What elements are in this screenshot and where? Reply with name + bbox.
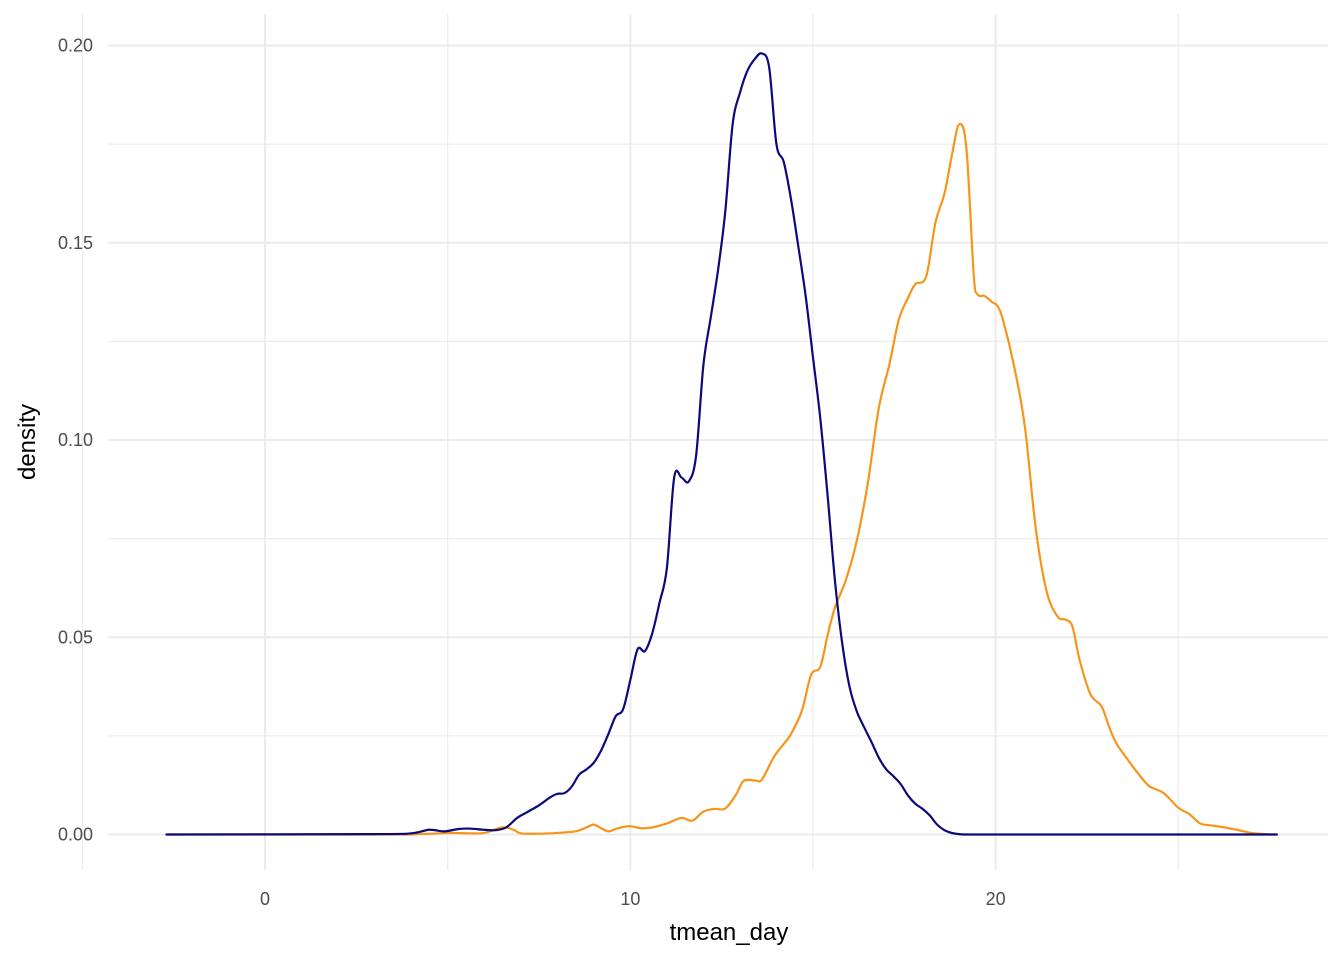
series-layer [165,52,1278,836]
navy-density-line [165,52,1278,836]
x-tick-label: 0 [260,889,270,909]
y-axis-title: density [14,404,41,480]
major-gridlines [108,14,1328,870]
orange-density-line [165,122,1278,836]
x-tick-label: 10 [620,889,640,909]
minor-gridlines [81,14,1328,870]
y-tick-labels: 0.00 0.05 0.10 0.15 0.20 [58,36,93,845]
y-tick-label: 0.15 [58,233,93,253]
y-tick-label: 0.20 [58,36,93,56]
y-tick-label: 0.05 [58,627,93,647]
y-tick-label: 0.00 [58,824,93,844]
x-tick-label: 20 [986,889,1006,909]
x-tick-labels: 0 10 20 [260,889,1006,909]
y-tick-label: 0.10 [58,430,93,450]
x-axis-title: tmean_day [670,919,789,946]
